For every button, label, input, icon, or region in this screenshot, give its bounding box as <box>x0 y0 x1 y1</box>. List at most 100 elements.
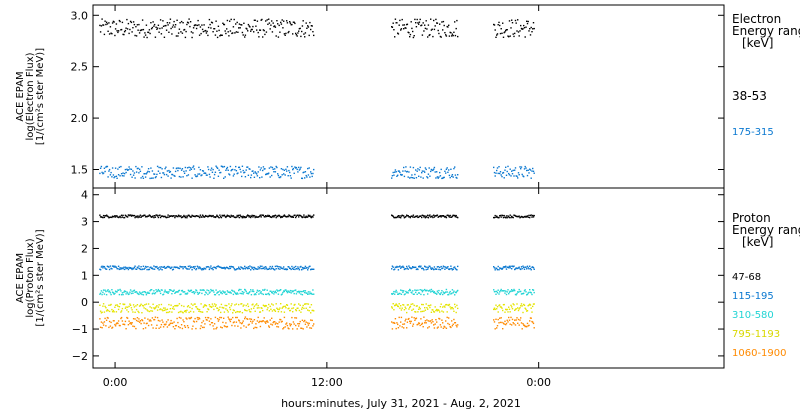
data-point <box>304 32 307 34</box>
data-point <box>195 215 198 217</box>
data-point <box>520 266 523 268</box>
data-point <box>252 303 254 305</box>
data-point <box>234 304 236 306</box>
data-point <box>222 22 224 24</box>
data-point <box>105 307 107 309</box>
data-point <box>145 303 148 305</box>
data-point <box>205 32 208 34</box>
data-point <box>415 311 417 313</box>
data-point <box>113 311 115 313</box>
data-point <box>452 268 454 270</box>
data-point <box>445 35 448 37</box>
data-point <box>417 22 419 24</box>
data-point <box>238 267 241 270</box>
data-point <box>227 316 229 318</box>
data-point <box>401 18 403 21</box>
data-point <box>266 215 268 217</box>
data-point <box>104 305 106 308</box>
data-point <box>150 267 153 270</box>
data-point <box>263 29 265 32</box>
data-point <box>408 32 410 34</box>
data-point <box>184 36 187 39</box>
data-point <box>110 321 112 324</box>
data-point <box>418 306 421 308</box>
data-point <box>216 291 219 293</box>
data-point <box>102 172 105 174</box>
data-point <box>532 216 535 218</box>
data-point <box>268 172 270 174</box>
data-point <box>527 325 529 327</box>
data-point <box>403 28 405 30</box>
data-point <box>111 289 113 291</box>
data-point <box>99 310 102 312</box>
data-point <box>392 266 394 268</box>
data-point <box>427 24 430 26</box>
data-point <box>529 320 531 322</box>
data-point <box>448 174 451 177</box>
data-point <box>532 322 535 325</box>
data-point <box>412 323 415 325</box>
data-point <box>256 307 259 309</box>
data-point <box>253 19 256 21</box>
data-point <box>423 269 425 271</box>
data-point <box>253 176 256 178</box>
data-point <box>287 31 289 34</box>
data-point <box>128 32 130 35</box>
data-point <box>306 27 308 29</box>
data-point <box>297 323 299 325</box>
data-point <box>116 304 118 306</box>
data-point <box>177 169 179 172</box>
data-point <box>404 306 406 308</box>
data-point <box>298 169 301 171</box>
data-point <box>243 22 245 24</box>
data-point <box>138 172 140 174</box>
data-point <box>231 303 233 305</box>
data-point <box>106 23 109 25</box>
data-point <box>192 311 195 313</box>
data-point <box>129 28 131 31</box>
data-point <box>201 321 203 324</box>
data-point <box>179 327 181 329</box>
data-point <box>275 303 277 305</box>
data-point <box>286 322 288 324</box>
data-point <box>194 317 196 320</box>
data-point <box>119 288 121 291</box>
data-point <box>108 216 111 219</box>
data-point <box>457 35 459 38</box>
data-point <box>111 326 114 329</box>
data-point <box>214 266 217 269</box>
data-point <box>529 168 531 170</box>
data-point <box>189 267 192 269</box>
data-point <box>278 214 280 217</box>
data-point <box>276 166 278 169</box>
data-point <box>296 328 298 330</box>
data-point <box>117 174 120 176</box>
data-point <box>262 166 265 168</box>
data-point <box>391 328 394 330</box>
data-point <box>121 21 124 24</box>
data-point <box>168 291 170 293</box>
data-point <box>177 291 179 293</box>
data-point <box>445 34 447 36</box>
data-point <box>104 289 106 291</box>
data-point <box>239 322 241 324</box>
data-point <box>305 307 307 309</box>
data-point <box>428 215 430 217</box>
data-point <box>531 170 533 172</box>
data-point <box>108 320 111 323</box>
data-point <box>247 305 250 308</box>
data-point <box>222 321 224 324</box>
data-point <box>501 175 503 178</box>
data-point <box>415 22 417 24</box>
data-point <box>400 29 402 31</box>
data-point <box>247 267 249 270</box>
data-point <box>234 32 236 34</box>
data-point <box>277 268 280 270</box>
data-point <box>102 265 105 268</box>
data-point <box>408 290 410 292</box>
data-point <box>123 303 125 306</box>
data-point <box>260 167 262 169</box>
data-point <box>114 290 117 292</box>
data-point <box>529 34 532 36</box>
data-point <box>297 266 299 268</box>
